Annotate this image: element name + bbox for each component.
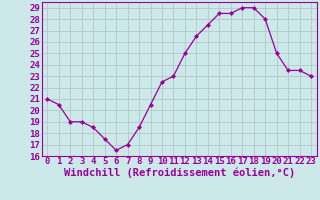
- X-axis label: Windchill (Refroidissement éolien,°C): Windchill (Refroidissement éolien,°C): [64, 168, 295, 178]
